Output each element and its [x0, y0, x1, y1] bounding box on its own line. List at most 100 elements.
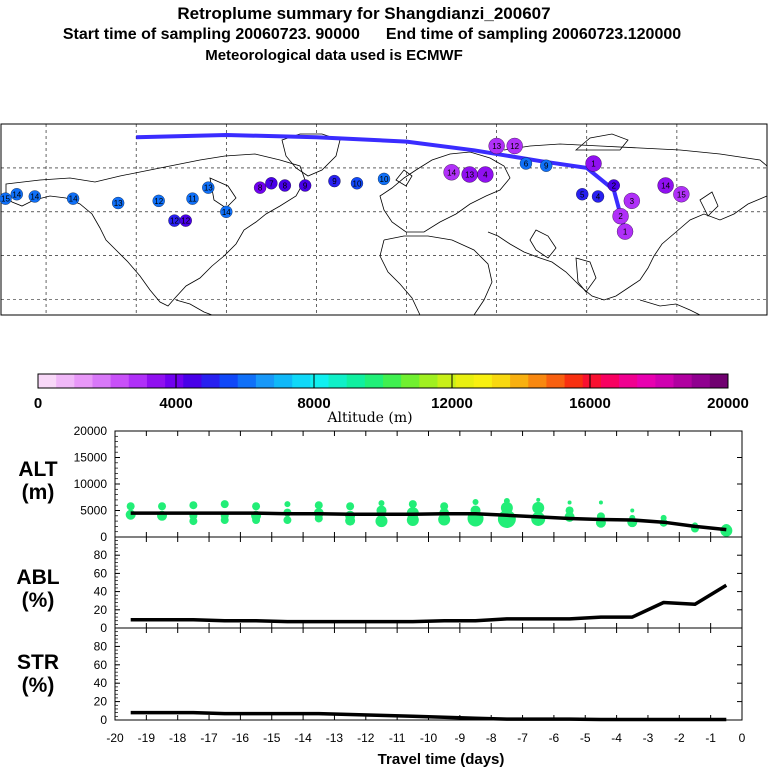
y-tick-label: 10000	[74, 477, 108, 491]
y-tick-label: 40	[94, 676, 108, 690]
plume-point: 12	[152, 194, 165, 207]
x-tick-label: -4	[611, 731, 622, 745]
plume-point-label: 13	[204, 184, 213, 193]
colorbar-ticks: 0 4000 8000 12000 16000 20000	[34, 374, 749, 412]
plume-point: 1	[585, 155, 602, 172]
x-tick-label: 0	[739, 731, 746, 745]
panel-ylabel-unit: (%)	[22, 674, 55, 697]
colorbar-cell	[419, 374, 438, 388]
series-line	[130, 710, 727, 722]
plume-point: 9	[540, 159, 553, 172]
colorbar-tick-label: 8000	[297, 395, 330, 412]
y-tick-label: 0	[100, 621, 107, 635]
plume-point-label: 2	[618, 212, 623, 221]
plume-point-marker	[612, 208, 629, 225]
plume-point-marker	[506, 137, 523, 155]
plume-point-marker	[540, 159, 553, 172]
colorbar-cell	[255, 374, 275, 388]
plume-point-label: 14	[30, 192, 39, 201]
plume-point: 15	[0, 192, 12, 205]
colorbar-cell	[528, 374, 547, 388]
colorbar-cell	[600, 374, 620, 388]
plume-point: 11	[186, 192, 199, 205]
plume-point-marker	[186, 192, 199, 205]
plume-point-marker	[443, 164, 460, 181]
plume-point-label: 11	[188, 195, 197, 204]
altitude-dot	[630, 508, 635, 513]
plume-point-label: 3	[630, 197, 635, 206]
plume-point-label: 6	[524, 160, 529, 169]
coast-greenland	[281, 133, 341, 177]
plume-point: 12	[506, 137, 523, 155]
plume-point-marker	[477, 166, 494, 183]
colorbar-cell	[619, 374, 638, 388]
met-data-label: Meteorological data used is ECMWF	[205, 47, 463, 64]
colorbar-cell	[328, 374, 348, 388]
plume-point: 9	[298, 179, 312, 192]
x-tick-label: -9	[455, 731, 466, 745]
altitude-dot	[438, 513, 451, 526]
altitude-dot	[532, 501, 545, 514]
altitude-dot	[220, 516, 229, 525]
x-tick-label: -15	[263, 731, 281, 745]
y-tick-label: 60	[94, 566, 108, 580]
x-tick-label: -2	[674, 731, 685, 745]
plume-point-label: 4	[483, 170, 488, 179]
colorbar-cell	[38, 374, 57, 388]
plume-point-marker	[377, 172, 391, 186]
plume-point-marker	[220, 205, 233, 218]
x-tick-label: -14	[294, 731, 312, 745]
plume-point-marker	[112, 196, 125, 210]
altitude-dot	[252, 516, 261, 525]
panel-abl: 0 20 40 60 80 ABL(%)	[16, 536, 743, 635]
plume-point-marker	[673, 186, 690, 203]
altitude-dot	[378, 500, 385, 507]
plume-point: 14	[220, 205, 233, 218]
plume-point-label: 14	[69, 195, 78, 204]
coast-africa	[379, 235, 493, 316]
plume-point-label: 10	[353, 179, 362, 188]
altitude-dot	[531, 511, 546, 526]
x-tick-label: -8	[486, 731, 497, 745]
plume-point-marker	[66, 192, 80, 205]
panel-ylabel-unit: (m)	[22, 481, 55, 504]
plume-point-label: 12	[181, 217, 190, 226]
coast-central-america	[175, 299, 213, 316]
plume-point-label: 14	[222, 208, 231, 217]
x-tick-label: -12	[357, 731, 375, 745]
colorbar-cell	[437, 374, 457, 388]
colorbar-cell	[455, 374, 475, 388]
plume-point: 4	[477, 166, 494, 183]
plume-point-marker	[265, 177, 278, 190]
colorbar-tick-label: 0	[34, 395, 42, 412]
plume-point-label: 4	[596, 192, 601, 201]
altitude-dot	[252, 502, 261, 511]
plume-point: 10	[350, 177, 364, 190]
plume-point-label: 14	[661, 181, 670, 190]
altitude-colorbar: 0 4000 8000 12000 16000 20000 Altitude (m)	[34, 373, 749, 426]
plume-point-label: 2	[612, 181, 617, 190]
time-series-panels: 05000100001500020000ALT(m)020406080ABL(%…	[16, 424, 743, 727]
plume-point-label: 15	[1, 195, 10, 204]
x-tick-label: -17	[200, 731, 218, 745]
colorbar-cell	[655, 374, 675, 388]
plume-point: 2	[612, 208, 629, 225]
coast-japan	[699, 191, 719, 217]
altitude-dot	[283, 516, 292, 525]
plume-point-marker	[488, 137, 505, 155]
plume-point: 8	[278, 179, 292, 192]
colorbar-cell	[510, 374, 529, 388]
plume-point: 1	[616, 223, 634, 240]
plume-point: 9	[328, 174, 341, 188]
plume-point-marker	[10, 188, 23, 201]
plume-point-label: 12	[154, 197, 163, 206]
altitude-dot	[314, 514, 323, 523]
panel-str: 0 20 40 60 80 STR(%)	[17, 627, 743, 727]
x-tick-label: -18	[169, 731, 187, 745]
plume-point: 3	[623, 192, 640, 209]
y-tick-label: 80	[94, 548, 108, 562]
coast-india	[575, 257, 597, 293]
plume-point-marker	[591, 190, 605, 203]
